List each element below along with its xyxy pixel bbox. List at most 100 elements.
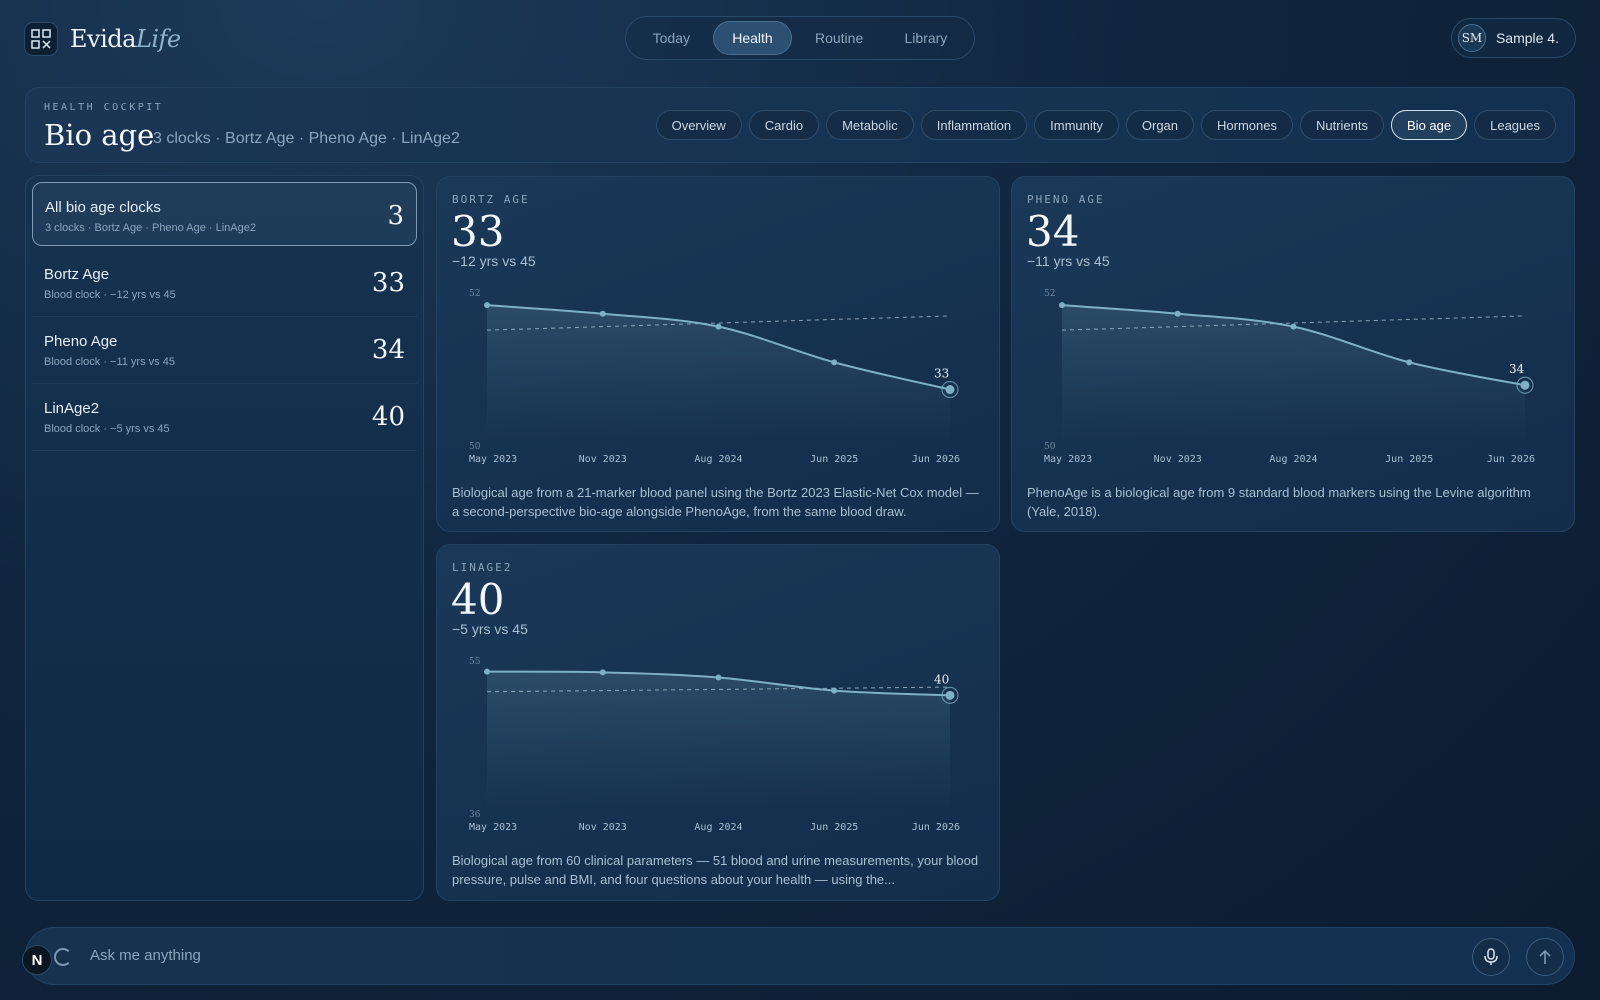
- arrow-up-icon: [1539, 949, 1551, 964]
- x-tick-label: Jun 2026: [912, 822, 960, 833]
- trend-line: [486, 315, 951, 331]
- page-subtitle: 3 clocks · Bortz Age · Pheno Age · LinAg…: [153, 130, 460, 147]
- tab-bio-age[interactable]: Bio age: [1391, 110, 1468, 140]
- clock-name: All bio age clocks: [45, 199, 161, 216]
- data-point: [599, 310, 606, 317]
- last-data-point: [1520, 380, 1530, 390]
- area-fill: [487, 305, 950, 441]
- x-tick-label: Nov 2023: [579, 454, 627, 465]
- data-point: [1290, 323, 1297, 330]
- app-name: EvidaLife: [70, 25, 181, 53]
- data-point: [1406, 359, 1413, 366]
- x-tick-label: Jun 2025: [810, 822, 858, 833]
- user-name: Sample 4.: [1495, 30, 1559, 46]
- area-fill: [1062, 305, 1525, 441]
- clock-value: 33: [371, 268, 405, 298]
- nav-health[interactable]: Health: [713, 21, 792, 55]
- data-point: [715, 323, 722, 330]
- x-tick-label: Nov 2023: [1154, 454, 1202, 465]
- clock-list: All bio age clocks 3 clocks · Bortz Age …: [25, 175, 424, 901]
- last-point-ring: [1516, 376, 1534, 394]
- x-tick-label: May 2023: [469, 822, 517, 833]
- notification-badge[interactable]: N: [22, 945, 52, 975]
- x-tick-label: Aug 2024: [1269, 454, 1317, 465]
- trend-line: [486, 686, 951, 693]
- card-delta: −5 yrs vs 45: [452, 621, 528, 637]
- tab-cardio[interactable]: Cardio: [748, 110, 820, 140]
- tab-leagues[interactable]: Leagues: [1474, 110, 1556, 140]
- clock-meta: 3 clocks · Bortz Age · Pheno Age · LinAg…: [45, 222, 256, 234]
- clock-item-pheno[interactable]: Pheno Age Blood clock · −11 yrs vs 45 34: [32, 317, 417, 384]
- clock-meta: Blood clock · −12 yrs vs 45: [44, 289, 176, 301]
- tab-immunity[interactable]: Immunity: [1034, 110, 1119, 140]
- data-point: [831, 359, 838, 366]
- x-tick-label: Jun 2026: [1487, 454, 1535, 465]
- page-title: Bio age: [44, 118, 155, 152]
- ask-bar: Ask me anything: [25, 927, 1575, 985]
- data-point: [1059, 302, 1065, 309]
- tab-metabolic[interactable]: Metabolic: [826, 110, 914, 140]
- last-data-point: [945, 690, 955, 700]
- y-tick-label: 55: [469, 657, 481, 667]
- pheno-age-chart: 52 50 34 May 2023 Nov 2023 Aug 2024 Jun 2025 Ju…: [1044, 289, 1535, 465]
- send-button[interactable]: [1526, 938, 1564, 976]
- card-eyebrow: LINAGE2: [452, 561, 513, 574]
- avatar: SM: [1457, 24, 1486, 52]
- x-tick-label: Jun 2025: [810, 454, 858, 465]
- tab-organ[interactable]: Organ: [1125, 110, 1195, 140]
- card-pheno-age[interactable]: PHENO AGE 34 −11 yrs vs 45 52 50 34 May 202…: [1011, 176, 1575, 532]
- card-delta: −11 yrs vs 45: [1027, 253, 1110, 269]
- bortz-age-chart: 52 50 33 May 2023 Nov 2023 Aug 2024 Jun 2025 Ju…: [469, 289, 960, 465]
- category-tabs: Overview Cardio Metabolic Inflammation I…: [655, 110, 1556, 140]
- x-tick-label: May 2023: [469, 454, 517, 465]
- clock-name: LinAge2: [44, 400, 100, 417]
- mic-button[interactable]: [1472, 938, 1510, 976]
- y-tick-label: 52: [1044, 289, 1055, 299]
- clock-item-bortz[interactable]: Bortz Age Blood clock · −12 yrs vs 45 33: [32, 250, 417, 317]
- page-header: HEALTH COCKPIT Bio age 3 clocks · Bortz …: [25, 87, 1575, 163]
- loading-icon: [54, 948, 72, 966]
- data-point: [1174, 310, 1181, 317]
- linage2-chart: 55 36 40 May 2023 Nov 2023 Aug 2024 Jun 2025 Ju…: [469, 657, 960, 833]
- x-tick-label: Nov 2023: [579, 822, 627, 833]
- end-value-label: 33: [934, 367, 949, 381]
- data-point: [484, 668, 490, 675]
- x-tick-label: Jun 2025: [1385, 454, 1433, 465]
- last-point-ring: [941, 380, 959, 399]
- last-data-point: [945, 385, 955, 395]
- logo-icon: [24, 22, 58, 56]
- card-description: Biological age from 60 clinical paramete…: [452, 853, 979, 887]
- clock-name: Pheno Age: [44, 333, 118, 350]
- user-menu[interactable]: SM Sample 4.: [1450, 18, 1576, 58]
- ask-input[interactable]: Ask me anything: [90, 947, 201, 964]
- clock-name: Bortz Age: [44, 266, 110, 283]
- tab-nutrients[interactable]: Nutrients: [1299, 110, 1385, 140]
- clock-value: 40: [371, 402, 405, 432]
- data-point: [715, 674, 722, 681]
- tab-inflammation[interactable]: Inflammation: [920, 110, 1028, 140]
- card-eyebrow: PHENO AGE: [1027, 193, 1105, 206]
- data-point: [484, 302, 490, 309]
- clock-meta: Blood clock · −11 yrs vs 45: [44, 356, 175, 368]
- x-tick-label: Aug 2024: [694, 822, 742, 833]
- app-logo[interactable]: EvidaLife: [24, 22, 181, 56]
- top-bar: EvidaLife Today Health Routine Library S…: [0, 0, 1600, 76]
- card-value: 40: [451, 575, 505, 624]
- last-point-ring: [941, 686, 959, 704]
- clock-item-all[interactable]: All bio age clocks 3 clocks · Bortz Age …: [32, 182, 417, 246]
- nav-library[interactable]: Library: [904, 30, 948, 46]
- card-eyebrow: BORTZ AGE: [452, 193, 530, 206]
- x-tick-label: May 2023: [1044, 454, 1092, 465]
- clock-meta: Blood clock · −5 yrs vs 45: [44, 423, 170, 435]
- card-bortz-age[interactable]: BORTZ AGE 33 −12 yrs vs 45 52 50 33 May 202…: [436, 176, 1000, 532]
- tab-overview[interactable]: Overview: [655, 110, 742, 140]
- card-linage2[interactable]: LINAGE2 40 −5 yrs vs 45 55 36 40 May 2023 No…: [436, 544, 1000, 901]
- x-tick-label: Jun 2026: [912, 454, 960, 465]
- nav-today[interactable]: Today: [652, 30, 690, 46]
- clock-item-linage2[interactable]: LinAge2 Blood clock · −5 yrs vs 45 40: [32, 384, 417, 451]
- nav-routine[interactable]: Routine: [814, 30, 864, 46]
- y-tick-label: 36: [469, 810, 481, 820]
- x-tick-label: Aug 2024: [694, 454, 742, 465]
- tab-hormones[interactable]: Hormones: [1201, 110, 1293, 140]
- mic-icon: [1484, 948, 1498, 965]
